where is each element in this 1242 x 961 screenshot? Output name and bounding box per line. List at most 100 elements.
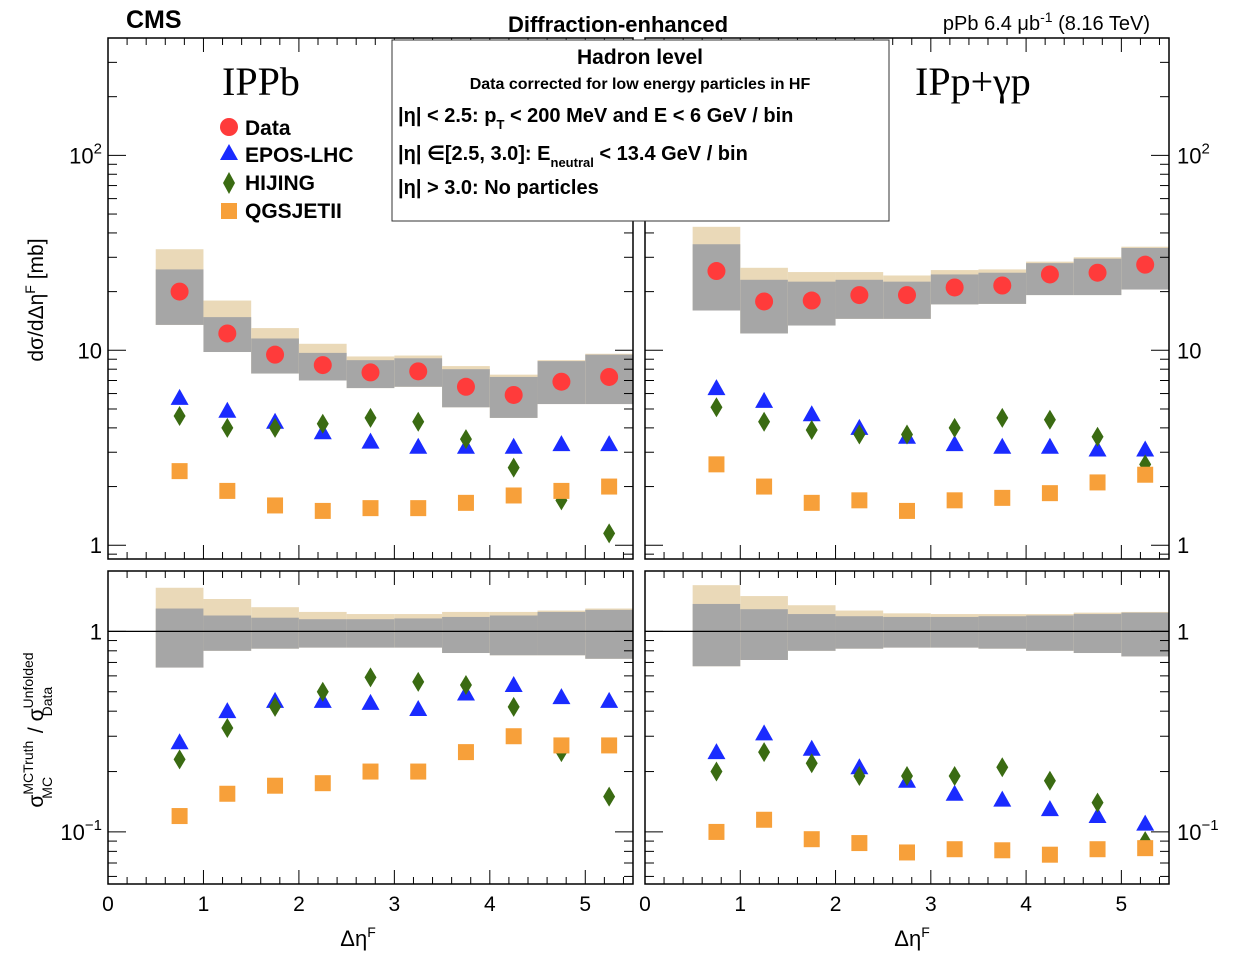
epos-point-ippb-ratio-5 — [361, 693, 380, 710]
hijing-point-ipp-ratio-5 — [901, 766, 913, 787]
ytick-label-ippb-ratio-1: 10−1 — [60, 817, 102, 845]
hijing-point-ipp-top-5 — [901, 424, 913, 445]
qgsjet-point-ippb-ratio-10 — [601, 737, 618, 754]
xtick-label-ipp-1: 1 — [734, 893, 746, 916]
epos-point-ippb-top-2 — [218, 401, 237, 418]
legend-entry-qgsjet: QGSJETII — [221, 200, 342, 223]
xtick-label-ipp-2: 2 — [830, 893, 842, 916]
markers-layer — [170, 255, 1155, 863]
hijing-point-ippb-ratio-3 — [269, 696, 282, 717]
hijing-point-ipp-ratio-2 — [758, 742, 771, 763]
qgsjet-point-ipp-ratio-8 — [1041, 846, 1058, 863]
qgsjet-point-ippb-ratio-6 — [410, 763, 427, 780]
x-axis-title-right: ΔηF — [894, 924, 930, 951]
legend-label-hijing: HIJING — [245, 172, 315, 195]
epos-point-ipp-ratio-8 — [1040, 800, 1059, 817]
y-axis-title-top-unit: [mb] — [25, 238, 48, 285]
qgsjet-point-ippb-ratio-9 — [553, 737, 570, 754]
xtick-label-ippb-4: 4 — [484, 893, 496, 916]
ytick-label-ipp-top-0: 102 — [1177, 140, 1210, 168]
epos-point-ipp-top-6 — [945, 435, 964, 452]
ytick-label-ipp-ratio-0-base: 1 — [1177, 619, 1189, 644]
qgsjet-point-ipp-top-7 — [994, 489, 1011, 506]
qgsjet-point-ippb-top-8 — [505, 487, 522, 504]
data-point-ippb-9 — [552, 372, 571, 391]
ytick-label-ipp-ratio-1-exp: −1 — [1201, 817, 1218, 834]
stat-band-ippb-ratio-2 — [203, 615, 252, 651]
data-point-ipp-7 — [993, 276, 1012, 295]
stat-band-ipp-ratio-4 — [835, 616, 884, 649]
epos-point-ippb-top-8 — [504, 437, 523, 454]
data-point-ippb-7 — [456, 377, 475, 396]
qgsjet-point-ipp-ratio-7 — [994, 842, 1011, 859]
data-point-ippb-8 — [504, 385, 523, 404]
epos-point-ipp-ratio-7 — [993, 790, 1012, 807]
hijing-point-ippb-ratio-8 — [507, 696, 520, 717]
bands-layer — [155, 226, 1169, 668]
hijing-point-ippb-top-8 — [507, 457, 520, 478]
frame-ipp-ratio — [644, 570, 1170, 885]
hijing-point-ippb-ratio-5 — [364, 667, 377, 688]
qgsjet-point-ipp-top-3 — [803, 494, 820, 511]
info-box-frame — [391, 39, 890, 222]
ytick-label-ippb-ratio-1-exp: −1 — [85, 817, 102, 834]
qgsjet-point-ippb-ratio-4 — [314, 775, 331, 792]
stat-band-ipp-ratio-6 — [930, 616, 979, 648]
qgsjet-point-ippb-ratio-8 — [505, 728, 522, 745]
hijing-point-ipp-top-2 — [758, 411, 771, 432]
hijing-point-ipp-ratio-7 — [996, 757, 1009, 778]
lumi-sup: -1 — [1040, 9, 1053, 25]
legend-entry-epos: EPOS-LHC — [220, 144, 354, 167]
data-point-ippb-5 — [361, 363, 380, 382]
epos-point-ipp-ratio-1 — [707, 743, 726, 760]
qgsjet-point-ippb-top-9 — [553, 482, 570, 499]
selection-label: Diffraction-enhanced — [508, 12, 728, 37]
ytick-label-ipp-top-2: 1 — [1177, 533, 1189, 558]
box-line-1-pre: |η| < 2.5: p — [398, 105, 496, 127]
ytick-label-ippb-top-2-base: 1 — [90, 533, 102, 558]
ytick-label-ippb-ratio-0: 1 — [90, 619, 102, 644]
box-line-3: |η| > 3.0: No particles — [398, 177, 599, 199]
x-axis-title-left-main: Δη — [340, 926, 367, 951]
box-title: Hadron level — [577, 46, 703, 69]
epos-point-ippb-ratio-9 — [552, 688, 571, 705]
hijing-point-ippb-ratio-1 — [173, 749, 186, 770]
legend-label-epos: EPOS-LHC — [245, 144, 354, 167]
legend-entry-data: Data — [220, 117, 291, 140]
xtick-label-ippb-1: 1 — [198, 893, 210, 916]
hijing-point-ippb-ratio-10 — [603, 786, 616, 807]
data-point-ipp-8 — [1040, 265, 1059, 284]
hijing-point-ipp-ratio-8 — [1043, 770, 1056, 791]
hijing-point-ippb-top-4 — [316, 413, 329, 434]
epos-point-ipp-top-10 — [1136, 440, 1155, 457]
xtick-label-ipp-4: 4 — [1020, 893, 1032, 916]
stat-band-ipp-ratio-7 — [978, 616, 1027, 649]
xtick-label-ippb-0: 0 — [102, 893, 114, 916]
ytick-label-ipp-top-2-base: 1 — [1177, 533, 1189, 558]
frame-ippb-ratio — [107, 570, 634, 885]
ytick-label-ippb-ratio-0-base: 1 — [90, 619, 102, 644]
ytick-label-ipp-ratio-1-base: 10 — [1177, 820, 1201, 845]
qgsjet-point-ipp-ratio-9 — [1089, 841, 1106, 858]
epos-point-ipp-ratio-9 — [1088, 807, 1107, 824]
ytick-label-ipp-top-1-base: 10 — [1177, 338, 1201, 363]
qgsjet-point-ipp-ratio-3 — [803, 831, 820, 848]
hijing-point-ippb-top-1 — [173, 406, 186, 427]
stat-band-ippb-ratio-3 — [251, 617, 299, 649]
epos-point-ippb-top-10 — [600, 435, 619, 452]
qgsjet-point-ipp-ratio-2 — [756, 811, 773, 828]
epos-point-ippb-ratio-2 — [218, 702, 237, 719]
qgsjet-point-ippb-ratio-3 — [267, 777, 284, 794]
hijing-point-ipp-ratio-9 — [1091, 792, 1104, 813]
epos-point-ippb-top-5 — [361, 432, 380, 449]
frame-ippb-top — [107, 37, 634, 560]
ytick-label-ipp-ratio-0: 1 — [1177, 619, 1189, 644]
data-point-ipp-6 — [945, 278, 964, 297]
x-axis-title-left: ΔηF — [340, 924, 376, 951]
stat-band-ipp-ratio-1 — [692, 603, 741, 667]
x-axis-title-right-main: Δη — [894, 926, 921, 951]
epos-point-ippb-ratio-1 — [170, 733, 189, 750]
legend-marker-data — [220, 118, 238, 136]
